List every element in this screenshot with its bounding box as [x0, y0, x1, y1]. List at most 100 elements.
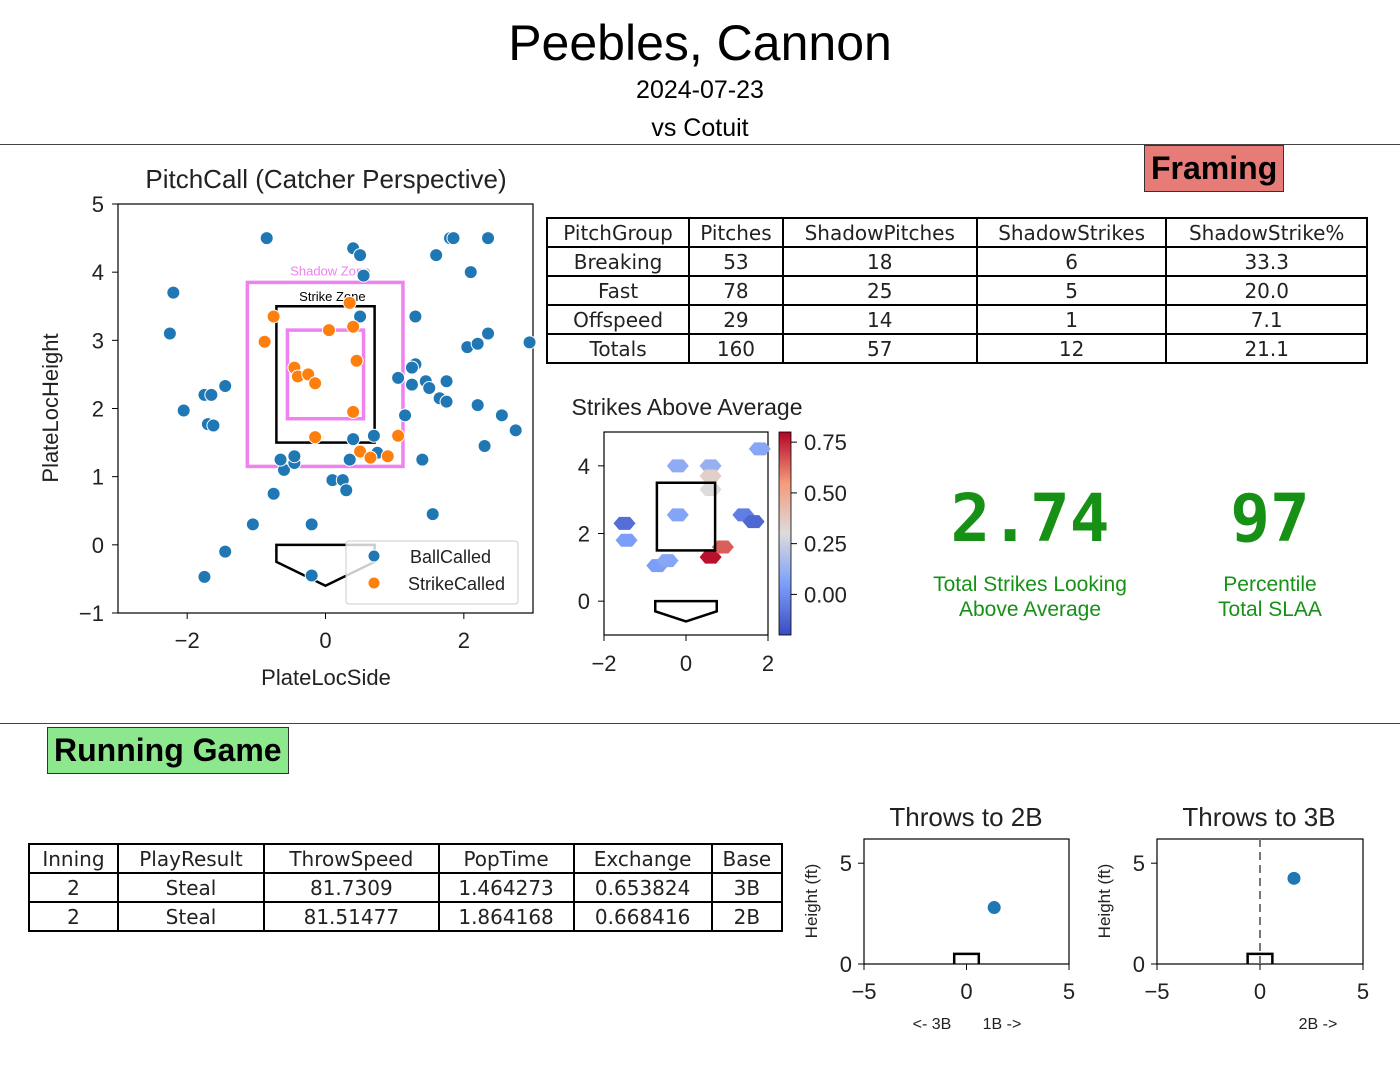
saa-hexbin [613, 516, 636, 530]
strike-called-point [257, 334, 272, 349]
throws-2b-xlabel-left: <- 3B [913, 1016, 952, 1033]
y-tick-label: 5 [92, 192, 104, 217]
pitchcall-legend: BallCalled StrikeCalled [345, 540, 519, 605]
saa-hexbin [699, 459, 722, 473]
x-tick-label: 0 [1254, 979, 1266, 1004]
throws-2b-frame [863, 838, 1070, 965]
saa-frame [603, 431, 769, 636]
throws-3b-title: Throws to 3B [1182, 802, 1335, 832]
y-tick-label: 5 [840, 851, 852, 876]
table-cell: Steal [116, 901, 266, 932]
y-tick-label: 3 [92, 328, 104, 353]
ball-called-point [439, 394, 454, 409]
running-col-header: PlayResult [116, 843, 266, 874]
strike-zone [275, 305, 376, 444]
legend-strikecalled-label: StrikeCalled [408, 574, 505, 594]
header-divider [0, 144, 1400, 145]
ball-called-point [342, 452, 357, 467]
table-cell: 2 [28, 872, 119, 903]
percentile-caption-1: Percentile [1223, 573, 1317, 596]
table-cell: 81.7309 [263, 872, 440, 903]
ball-called-point [446, 231, 461, 246]
saa-home-plate [654, 599, 718, 623]
table-cell: Totals [545, 333, 691, 364]
table-cell: 3B [710, 872, 784, 903]
x-tick-label: −5 [851, 979, 876, 1004]
saa-strike-zone [655, 481, 717, 552]
table-cell: 21.1 [1165, 333, 1368, 364]
table-cell: 7.1 [1165, 304, 1368, 335]
x-tick-label: −2 [591, 651, 616, 676]
player-name: Peebles, Cannon [508, 15, 892, 71]
table-cell: 160 [688, 333, 784, 364]
y-tick-label: 2 [578, 522, 590, 547]
legend-ballcalled-marker [367, 549, 381, 563]
table-cell: 25 [781, 275, 978, 306]
pitchcall-chart: PitchCall (Catcher Perspective) −2 0 2 −1 0 1… [38, 164, 537, 690]
table-cell: Breaking [545, 246, 691, 277]
ball-called-point [439, 374, 454, 389]
table-cell: 5 [975, 275, 1168, 306]
ball-called-point [481, 231, 496, 246]
ball-called-point [353, 248, 368, 263]
ball-called-point [266, 486, 281, 501]
colorbar-tick-label: 0.50 [804, 481, 847, 506]
running-col-header: Base [710, 843, 784, 874]
percentile-caption-2: Total SLAA [1218, 598, 1322, 621]
x-tick-label: −2 [175, 628, 200, 653]
saa-hexbin [742, 515, 765, 529]
throws-3b-chart: Throws to 3B −5 0 505 Height (ft) 2B -> [1095, 802, 1369, 1033]
ball-called-point [204, 387, 219, 402]
ball-called-point [259, 231, 274, 246]
table-cell: 53 [688, 246, 784, 277]
table-cell: 0.653824 [572, 872, 713, 903]
ball-called-point [356, 268, 371, 283]
ball-called-point [477, 438, 492, 453]
ball-called-point [166, 285, 181, 300]
running-col-header: Inning [28, 843, 119, 874]
strike-called-point [353, 444, 368, 459]
table-cell: 81.51477 [263, 901, 440, 932]
y-tick-label: 5 [1133, 851, 1145, 876]
ball-called-point [346, 432, 361, 447]
strike-called-point [391, 428, 406, 443]
pitchcall-ylabel: PlateLocHeight [38, 333, 63, 482]
framing-col-header: ShadowPitches [781, 217, 978, 248]
table-row: 2 Steal 81.51477 1.864168 0.668416 2B [28, 901, 784, 932]
throws-3b-ylabel: Height (ft) [1095, 864, 1114, 939]
table-cell: 14 [781, 304, 978, 335]
ball-called-point [422, 381, 437, 396]
saa-title: Strikes Above Average [572, 394, 803, 420]
table-row: Offspeed 29 14 1 7.1 [545, 304, 1368, 335]
ball-called-point [522, 335, 537, 350]
ball-called-point [304, 517, 319, 532]
ball-called-point [494, 408, 509, 423]
ball-called-point [508, 423, 523, 438]
table-cell: 1.464273 [437, 872, 575, 903]
ball-called-point [245, 517, 260, 532]
ball-called-point [197, 569, 212, 584]
ball-called-point [206, 418, 221, 433]
pitchcall-title: PitchCall (Catcher Perspective) [145, 164, 506, 194]
x-tick-label: 0 [319, 628, 331, 653]
saa-hexbin [615, 533, 638, 547]
framing-col-header: PitchGroup [545, 217, 691, 248]
strike-called-point [308, 430, 323, 445]
slaa-caption-1: Total Strikes Looking [933, 573, 1127, 596]
base-marker [952, 952, 981, 964]
strike-called-point [349, 353, 364, 368]
table-cell: 0.668416 [572, 901, 713, 932]
strike-called-point [266, 309, 281, 324]
x-tick-label: 5 [1063, 979, 1075, 1004]
ball-called-point [339, 483, 354, 498]
ball-called-point [218, 544, 233, 559]
framing-col-header: ShadowStrike% [1165, 217, 1368, 248]
throws-2b-title: Throws to 2B [889, 802, 1042, 832]
ball-called-point [429, 248, 444, 263]
x-tick-label: 0 [680, 651, 692, 676]
ball-called-point [481, 326, 496, 341]
colorbar-tick-label: 0.25 [804, 532, 847, 557]
table-cell: Fast [545, 275, 691, 306]
legend-ballcalled-label: BallCalled [410, 547, 491, 567]
ball-called-point [470, 336, 485, 351]
